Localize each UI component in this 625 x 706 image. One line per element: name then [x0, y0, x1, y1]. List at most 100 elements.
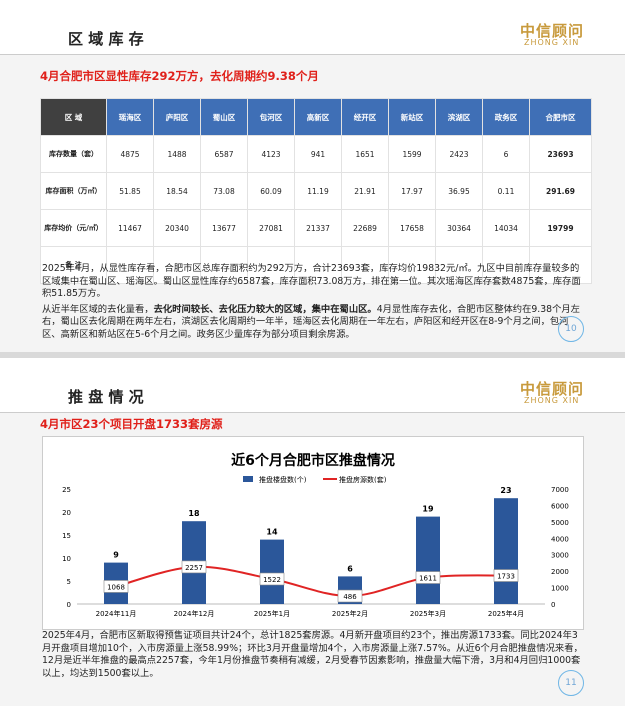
slide-title: 区 域 库 存 — [68, 30, 144, 48]
table-cell: 11.19 — [294, 172, 342, 210]
x-tick-label: 2025年4月 — [488, 609, 524, 618]
table-row: 库存均价（元/㎡） 11467 20340 13677 27081 21337 22689 1… — [40, 209, 592, 247]
chart-title: 近6个月合肥市区推盘情况 — [231, 452, 395, 469]
logo-en: ZHONG XIN — [524, 38, 580, 47]
y2-tick-label: 0 — [551, 601, 555, 609]
value-label: 9 — [113, 551, 119, 560]
y-tick-label: 0 — [67, 601, 71, 609]
value-label: 1522 — [263, 576, 281, 584]
x-tick-label: 2025年1月 — [254, 609, 290, 618]
header-row: 区 域瑶海区 庐阳区 蜀山区 包河区 高新区 经开区 新站区 滨湖区 政务区 合肥市区 — [40, 98, 592, 136]
table-cell: 6 — [482, 135, 530, 173]
table-cell — [294, 246, 342, 284]
y2-tick-label: 2000 — [551, 568, 569, 576]
header-cell: 政务区 — [482, 98, 530, 136]
x-tick-label: 2024年11月 — [96, 609, 137, 618]
text-run: 从近半年区域的去化量看， — [42, 303, 154, 315]
y2-tick-label: 5000 — [551, 519, 569, 527]
logo: 中信顾问 — [520, 380, 585, 398]
table-row: 备 注 — [40, 246, 592, 284]
table-cell: 4875 — [106, 135, 154, 173]
paragraph: 2025年4月，从显性库存看，合肥市区总库存面积约为292万方，合计23693套… — [42, 263, 587, 301]
table-cell — [247, 246, 295, 284]
header-cell: 高新区 — [294, 98, 342, 136]
table-cell — [106, 246, 154, 284]
legend-label: 推盘房源数(套) — [339, 475, 387, 484]
table-cell: 1488 — [153, 135, 201, 173]
value-label: 2257 — [185, 564, 203, 572]
row-label: 备 注 — [40, 246, 107, 284]
logo: 中信顾问 — [520, 22, 585, 40]
x-tick-label: 2024年12月 — [174, 609, 215, 618]
value-label-box — [415, 571, 441, 584]
y2-tick-label: 6000 — [551, 502, 569, 510]
bar — [260, 539, 284, 604]
legend-label: 推盘楼盘数(个) — [259, 475, 307, 484]
header-cell: 滨湖区 — [435, 98, 483, 136]
table-cell: 20340 — [153, 209, 201, 247]
header-cell: 庐阳区 — [153, 98, 201, 136]
x-tick-label: 2025年2月 — [332, 609, 368, 618]
header: 推 盘 情 况 中信顾问 ZHONG XIN — [0, 358, 625, 413]
value-label: 14 — [266, 528, 278, 537]
table-cell: 291.69 — [529, 172, 592, 210]
table-cell — [388, 246, 436, 284]
bar — [416, 516, 440, 604]
y-tick-label: 20 — [62, 509, 71, 517]
table-cell — [341, 246, 389, 284]
table-cell: 23693 — [529, 135, 592, 173]
table-cell — [200, 246, 248, 284]
table-cell: 0.11 — [482, 172, 530, 210]
paragraph: 2025年4月，合肥市区新取得预售证项目共计24个，总计1825套房源。4月新开… — [42, 630, 587, 680]
table-cell: 2423 — [435, 135, 483, 173]
table-cell: 73.08 — [200, 172, 248, 210]
table-row: 库存面积（万㎡） 51.85 18.54 73.08 60.09 11.19 21.91 17… — [40, 172, 592, 210]
page-number: 11 — [558, 670, 584, 696]
text-run: 去化时间较长、去化压力较大的区域，集中在蜀山区。 — [153, 303, 377, 315]
text-run: 4月显性库存去化，合肥市区整体约在9.38个月左右，蜀山区去化周期在两年左右，滨… — [42, 303, 580, 340]
body-text: 2025年4月，从显性库存看，合肥市区总库存面积约为292万方，合计23693套… — [42, 263, 587, 344]
table-cell: 6587 — [200, 135, 248, 173]
text-run: 2025年4月，从显性库存看，合肥市区总库存面积约为292万方，合计23693套… — [42, 263, 581, 299]
table-cell: 21.91 — [341, 172, 389, 210]
table-cell: 1599 — [388, 135, 436, 173]
table-cell: 21337 — [294, 209, 342, 247]
logo-en: ZHONG XIN — [524, 396, 580, 405]
y-tick-label: 5 — [67, 578, 71, 586]
value-label: 6 — [347, 564, 353, 573]
value-label-box — [337, 589, 363, 603]
y2-tick-label: 1000 — [551, 585, 569, 593]
table-cell: 36.95 — [435, 172, 483, 210]
table-cell: 60.09 — [247, 172, 295, 210]
table-cell: 18.54 — [153, 172, 201, 210]
value-label: 1611 — [419, 575, 437, 583]
table-cell: 4123 — [247, 135, 295, 173]
table-cell — [435, 246, 483, 284]
row-label: 库存均价（元/㎡） — [40, 209, 107, 247]
chart: 近6个月合肥市区推盘情况 0 5 10 15 20 25 0 1000 2000 3000 4000 5… — [42, 436, 584, 630]
x-tick-label: 2025年3月 — [410, 609, 446, 618]
table-cell: 27081 — [247, 209, 295, 247]
value-label-box — [181, 560, 207, 574]
header-cell: 瑶海区 — [106, 98, 154, 136]
header-cell: 包河区 — [247, 98, 295, 136]
value-label-box — [493, 569, 519, 582]
value-label-box — [259, 572, 285, 586]
headline: 4月合肥市区显性库存292万方，去化周期约9.38个月 — [40, 69, 319, 83]
y-tick-label: 10 — [62, 555, 71, 563]
table-cell: 941 — [294, 135, 342, 173]
headline: 4月市区23个项目开盘1733套房源 — [40, 417, 223, 431]
header-cell: 蜀山区 — [200, 98, 248, 136]
slide: 区 域 库 存 中信顾问 ZHONG XIN 4月合肥市区显性库存292万方，去化周期… — [0, 0, 625, 352]
table-cell: 14034 — [482, 209, 530, 247]
table-cell: 13677 — [200, 209, 248, 247]
row-label: 库存数量（套） — [40, 135, 107, 173]
table-cell: 19799 — [529, 209, 592, 247]
table-cell: 11467 — [106, 209, 154, 247]
text-run: 2025年4月，合肥市区新取得预售证项目共计24个，总计1825套房源。4月新开… — [42, 630, 583, 679]
value-label: 486 — [343, 593, 357, 601]
table-cell: 22689 — [341, 209, 389, 247]
table-cell — [529, 246, 592, 284]
header: 区 域 库 存 中信顾问 ZHONG XIN — [0, 0, 625, 55]
